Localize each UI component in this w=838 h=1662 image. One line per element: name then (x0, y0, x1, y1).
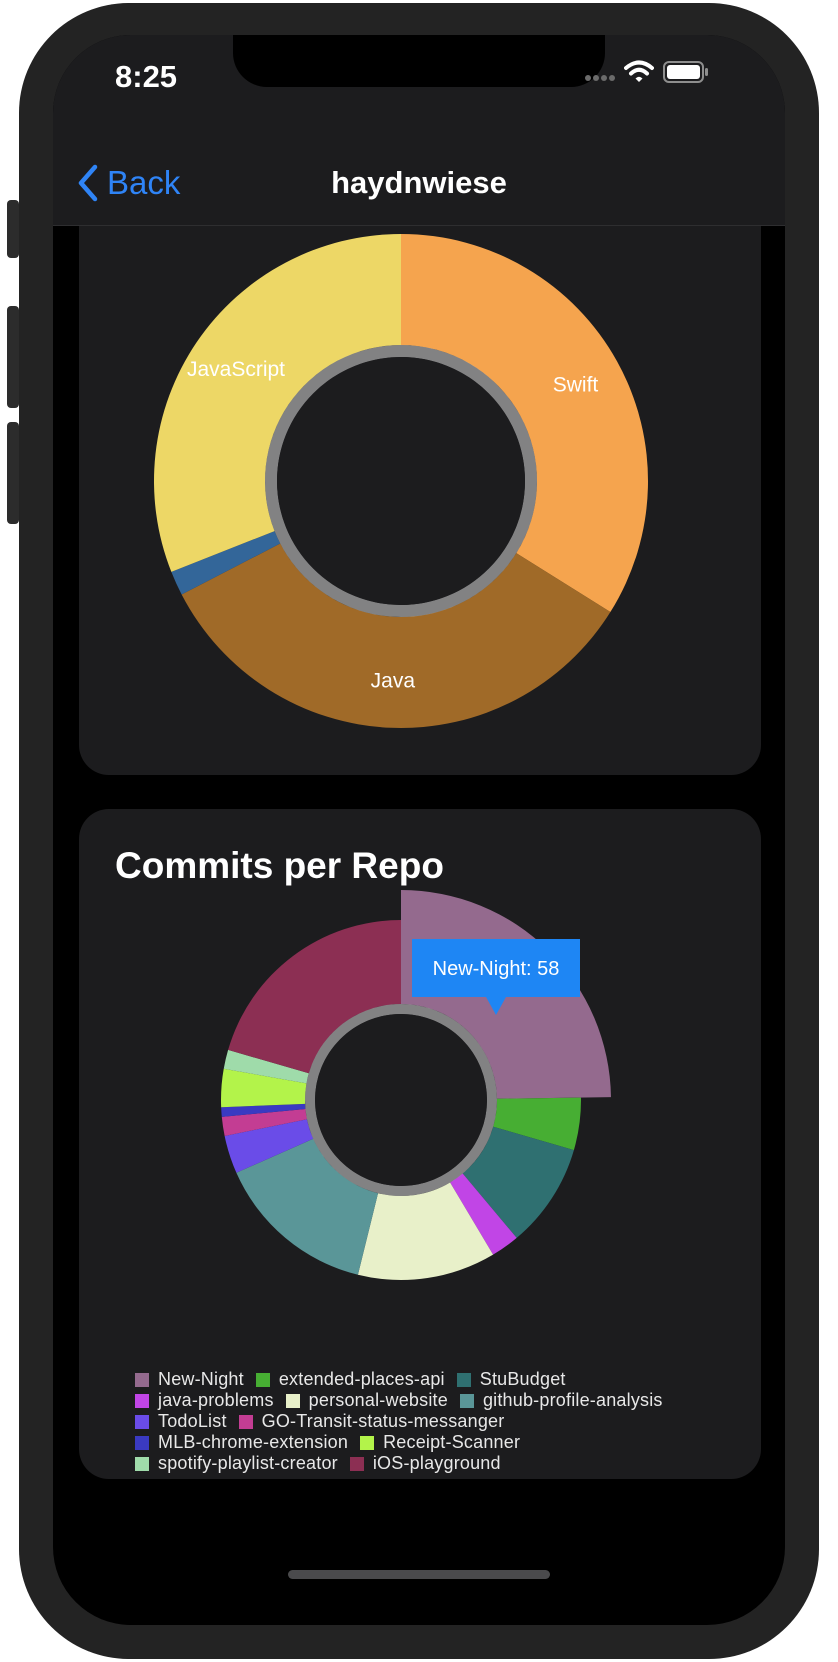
legend-item-github-profile-analysis[interactable]: github-profile-analysis (459, 1390, 663, 1411)
phone-screen: 8:25 Back haydnwiese Swift Java JavaScript (53, 35, 785, 1625)
slice-github-profile-analysis[interactable] (236, 1138, 379, 1275)
legend-swatch (360, 1435, 375, 1450)
legend-row: java-problems personal-website github-prof… (135, 1390, 735, 1411)
legend-row: MLB-chrome-extension Receipt-Scanner (135, 1432, 735, 1453)
volume-down-button (7, 422, 19, 524)
tooltip-text: New-Night: 58 (433, 958, 560, 980)
signal-dots-icon (585, 75, 615, 81)
inner-ring (305, 1004, 497, 1196)
legend-item-receipt-scanner[interactable]: Receipt-Scanner (360, 1432, 520, 1453)
legend-label: extended-places-api (278, 1369, 445, 1389)
legend-swatch (459, 1393, 474, 1408)
legend-swatch (255, 1372, 270, 1387)
legend-label: spotify-playlist-creator (158, 1453, 338, 1473)
slice-java-problems[interactable] (450, 1173, 517, 1255)
legend-swatch (135, 1456, 149, 1471)
donut-hole (315, 1014, 487, 1186)
legend-label: TodoList (158, 1411, 227, 1431)
legend-item-mlb-chrome-extension[interactable]: MLB-chrome-extension (135, 1432, 348, 1453)
legend-item-ios-playground[interactable]: iOS-playground (349, 1453, 501, 1474)
back-button[interactable]: Back (75, 159, 180, 207)
legend-item-stubudget[interactable]: StuBudget (456, 1369, 566, 1390)
legend-label: iOS-playground (372, 1453, 501, 1473)
slice-objective-c[interactable] (171, 531, 281, 595)
legend-label: MLB-chrome-extension (158, 1432, 349, 1452)
legend-item-spotify-playlist-creator[interactable]: spotify-playlist-creator (135, 1453, 338, 1474)
legend-label: New-Night (158, 1369, 244, 1389)
tooltip: New-Night: 58 (412, 939, 580, 1015)
slice-swift[interactable] (401, 234, 649, 613)
home-indicator (288, 1570, 550, 1579)
legend-swatch (238, 1414, 253, 1429)
wifi-icon (624, 60, 654, 82)
navigation-bar: Back haydnwiese (53, 145, 785, 226)
inner-ring (265, 345, 537, 617)
slice-javascript[interactable] (153, 234, 401, 572)
back-label: Back (107, 164, 181, 201)
legend-swatch (349, 1456, 364, 1471)
status-time: 8:25 (115, 59, 178, 94)
chart-legend: New-Night extended-places-api StuBudget jav… (135, 1369, 735, 1474)
legend-swatch (135, 1435, 149, 1450)
legend-item-personal-website[interactable]: personal-website (285, 1390, 448, 1411)
legend-row: spotify-playlist-creator iOS-playground (135, 1453, 735, 1474)
slice-personal-website[interactable] (357, 1182, 494, 1280)
volume-up-button (7, 306, 19, 408)
legend-swatch (135, 1393, 149, 1408)
status-bar: 8:25 (53, 35, 785, 145)
legend-item-new-night[interactable]: New-Night (135, 1369, 244, 1390)
slice-label-swift: Swift (553, 373, 599, 396)
legend-item-go-transit-status-messanger[interactable]: GO-Transit-status-messanger (238, 1411, 505, 1432)
legend-row: TodoList GO-Transit-status-messanger (135, 1411, 735, 1432)
legend-item-extended-places-api[interactable]: extended-places-api (255, 1369, 445, 1390)
legend-label: StuBudget (479, 1369, 566, 1389)
legend-swatch (135, 1372, 149, 1387)
mute-switch (7, 200, 19, 258)
slice-spotify-playlist-creator[interactable] (223, 1049, 309, 1084)
slice-extended-places-api[interactable] (493, 1097, 581, 1151)
legend-item-todolist[interactable]: TodoList (135, 1411, 227, 1432)
chevron-left-icon (78, 164, 98, 202)
legend-label: Receipt-Scanner (383, 1432, 521, 1452)
battery-icon (663, 61, 708, 83)
languages-donut-chart[interactable]: Swift Java JavaScript (79, 226, 761, 775)
legend-label: GO-Transit-status-messanger (261, 1411, 505, 1431)
legend-label: java-problems (158, 1390, 274, 1410)
legend-row: New-Night extended-places-api StuBudget (135, 1369, 735, 1390)
commits-title: Commits per Repo (115, 845, 444, 886)
slice-label-javascript: JavaScript (187, 358, 285, 381)
legend-swatch (456, 1372, 471, 1387)
slice-todolist[interactable] (224, 1119, 314, 1173)
languages-card: Swift Java JavaScript (79, 226, 761, 775)
slice-go-transit-status-messanger[interactable] (221, 1109, 307, 1137)
slice-receipt-scanner[interactable] (221, 1068, 307, 1108)
legend-item-java-problems[interactable]: java-problems (135, 1390, 274, 1411)
legend-label: github-profile-analysis (482, 1390, 663, 1410)
slice-label-java: Java (371, 669, 416, 692)
slice-ios-playground[interactable] (228, 920, 401, 1074)
legend-swatch (135, 1414, 149, 1429)
slice-stubudget[interactable] (462, 1126, 574, 1238)
donut-hole (277, 357, 525, 605)
commits-donut-chart[interactable]: New-Night: 58 (79, 809, 761, 1349)
scroll-content[interactable]: Swift Java JavaScript Commits per Repo New… (53, 226, 785, 1625)
page-title: haydnwiese (331, 165, 507, 200)
notch (233, 35, 605, 87)
legend-label: personal-website (308, 1390, 448, 1410)
commits-card: Commits per Repo New-Night: 58 New-Night… (79, 809, 761, 1479)
slice-mlb-chrome-extension[interactable] (221, 1103, 306, 1117)
legend-swatch (285, 1393, 300, 1408)
slice-java[interactable] (181, 543, 611, 729)
